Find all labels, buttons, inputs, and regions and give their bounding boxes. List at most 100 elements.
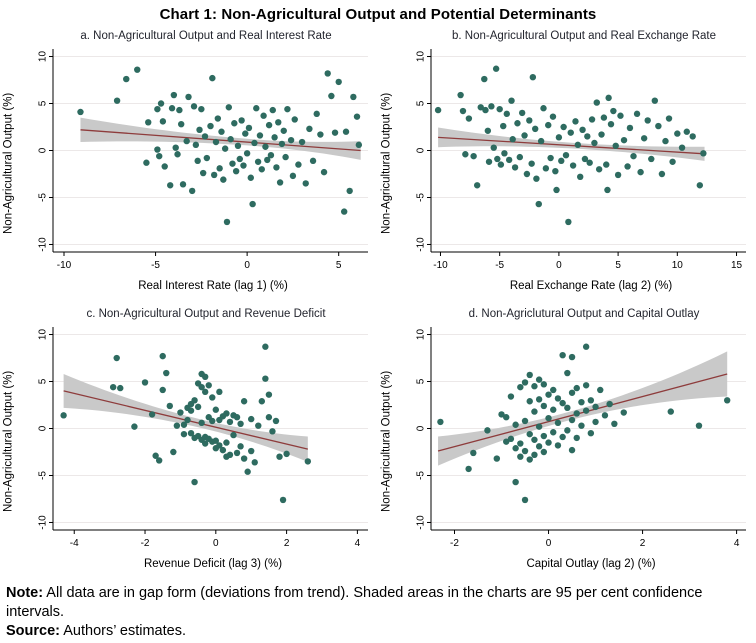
scatter-point: [159, 118, 167, 125]
x-tick-label: 0: [546, 538, 552, 549]
scatter-point: [173, 422, 181, 429]
scatter-point: [540, 381, 548, 388]
scatter-point: [170, 448, 177, 456]
scatter-point: [237, 443, 244, 450]
scatter-point: [533, 175, 540, 182]
scatter-point: [526, 430, 533, 438]
scatter-point: [633, 110, 641, 118]
scatter-point: [276, 179, 284, 186]
scatter-point: [547, 154, 554, 162]
scatter-point: [505, 156, 513, 164]
scatter-point: [554, 419, 562, 427]
scatter-point: [220, 176, 227, 183]
scatter-point: [157, 100, 165, 107]
scatter-point: [549, 113, 557, 120]
scatter-point: [123, 75, 130, 83]
scatter-point: [473, 182, 481, 189]
y-tick-label: -10: [38, 237, 49, 252]
scatter-point: [267, 151, 275, 159]
panel-d: d. Non-Agriclutural Output and Capital O…: [378, 306, 756, 584]
y-tick-label: -10: [416, 237, 427, 252]
panel-c-x-axis-label: Revenue Deficit (lag 3) (%): [143, 558, 283, 570]
scatter-point: [595, 166, 603, 173]
x-tick-label: 5: [336, 260, 342, 271]
source-line: Source: Authors’ estimates.: [6, 622, 751, 641]
scatter-point: [163, 369, 170, 377]
scatter-point: [258, 398, 266, 405]
scatter-point: [484, 427, 491, 434]
scatter-point: [512, 445, 519, 452]
scatter-point: [465, 115, 473, 122]
scatter-point: [328, 92, 335, 100]
scatter-point: [531, 451, 538, 459]
scatter-point: [560, 123, 567, 131]
scatter-point: [275, 119, 282, 126]
scatter-point: [517, 440, 524, 447]
scatter-point: [667, 408, 674, 415]
scatter-point: [184, 416, 191, 424]
panel-b-y-axis-label: Non-Agricultural Output (%): [380, 92, 393, 234]
scatter-point: [598, 131, 605, 138]
scatter-point: [508, 97, 515, 104]
scatter-point: [588, 116, 596, 123]
scatter-point: [626, 124, 634, 132]
scatter-point: [572, 118, 579, 125]
scatter-point: [535, 396, 543, 403]
scatter-point: [168, 105, 176, 112]
scatter-point: [227, 136, 234, 143]
scatter-point: [134, 66, 141, 73]
scatter-point: [185, 93, 192, 101]
scatter-point: [350, 93, 357, 101]
scatter-point: [531, 383, 538, 390]
scatter-point: [604, 186, 611, 194]
scatter-point: [320, 168, 328, 176]
scatter-point: [562, 151, 570, 159]
confidence-band: [438, 351, 728, 466]
scatter-point: [159, 352, 166, 360]
scatter-point: [265, 414, 273, 421]
scatter-point: [573, 434, 580, 442]
x-tick-label: 2: [640, 538, 646, 549]
scatter-point: [148, 411, 156, 418]
scatter-point: [283, 450, 290, 458]
scatter-point: [232, 167, 240, 175]
scatter-point: [465, 465, 472, 473]
scatter-point: [272, 417, 280, 425]
scatter-point: [528, 160, 535, 167]
y-tick-label: 10: [416, 329, 427, 341]
note-line: Note: All data are in gap form (deviatio…: [6, 584, 751, 622]
scatter-point: [555, 134, 563, 141]
scatter-point: [678, 144, 686, 151]
scatter-point: [552, 167, 559, 175]
scatter-point: [587, 397, 595, 404]
scatter-point: [145, 119, 152, 126]
scatter-point: [511, 164, 519, 171]
scatter-point: [216, 442, 223, 449]
scatter-point: [535, 200, 542, 208]
y-tick-label: 0: [38, 425, 49, 431]
scatter-point: [187, 429, 195, 437]
scatter-point: [233, 449, 241, 457]
scatter-point: [248, 415, 255, 423]
scatter-point: [434, 106, 442, 114]
confidence-band: [438, 127, 705, 161]
scatter-point: [545, 414, 552, 422]
scatter-point: [582, 407, 590, 414]
x-tick-label: -2: [450, 538, 459, 549]
scatter-point: [269, 106, 276, 114]
y-tick-label: -5: [416, 471, 427, 480]
panel-c-subtitle: c. Non-Agricultural Output and Revenue D…: [86, 308, 326, 320]
scatter-point: [481, 75, 488, 83]
scatter-point: [542, 165, 550, 172]
scatter-point: [512, 421, 519, 428]
scatter-point: [550, 429, 557, 436]
scatter-point: [601, 412, 609, 419]
scatter-point: [521, 417, 529, 425]
scatter-point: [637, 168, 644, 176]
scatter-point: [262, 343, 269, 350]
scatter-point: [574, 141, 582, 149]
y-tick-label: -10: [38, 515, 49, 530]
scatter-point: [156, 152, 163, 160]
scatter-point: [238, 117, 245, 124]
y-tick-label: 0: [416, 147, 427, 153]
